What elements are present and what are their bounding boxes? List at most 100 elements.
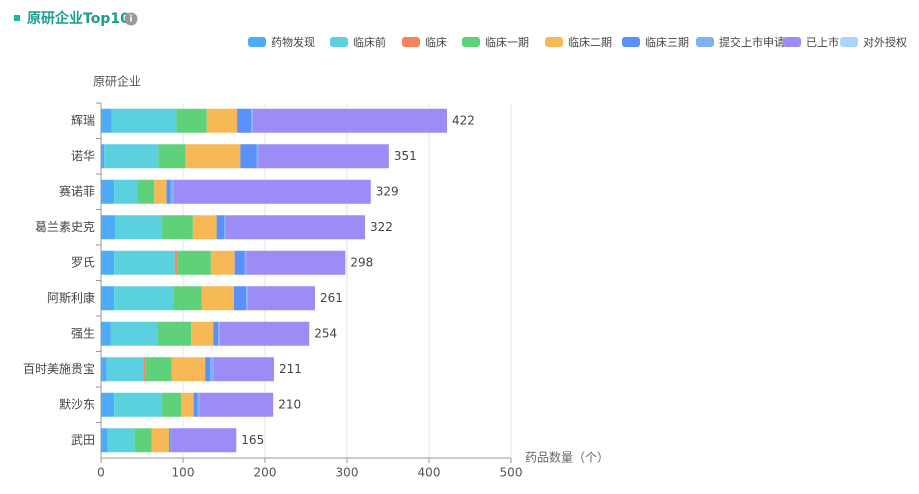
y-tick-label: 罗氏 [71,255,95,269]
bar-segment [110,321,158,346]
y-axis-label: 原研企业 [93,74,141,89]
total-label: 254 [314,326,337,340]
bar-segment [101,357,107,382]
info-icon[interactable] [124,12,138,26]
y-tick-label: 百时美施贵宝 [23,362,95,376]
bar-segment [244,250,247,275]
bar-segment [171,428,237,453]
total-label: 422 [452,113,475,127]
legend-label: 已上市 [806,35,839,49]
bar-segment [137,179,155,204]
bar-segment [247,286,316,311]
legend-label: 临床一期 [485,35,529,49]
bar-segment [246,250,346,275]
legend-swatch [402,37,420,47]
total-label: 211 [279,362,302,376]
bar-segment [114,392,162,417]
bar-segment [177,250,211,275]
bar-segment [114,250,175,275]
bar-segment [161,215,193,240]
bar-segment [145,357,172,382]
total-label: 351 [394,149,417,163]
bar-segment [191,321,214,346]
x-tick-label: 300 [336,466,359,480]
bar-segment [170,179,174,204]
bar-segment [201,286,234,311]
bar-segment [237,108,252,133]
bar-segment [101,144,105,169]
bar-segment [252,108,448,133]
bar-segment [154,179,167,204]
bar-segment [224,215,226,240]
y-tick-label: 默沙东 [59,396,95,411]
bar-segment [210,357,214,382]
total-label: 165 [241,433,264,447]
bar-segment [246,286,248,311]
y-tick-label: 葛兰素史克 [35,220,95,234]
bar-segment [218,321,220,346]
bar-segment [101,392,115,417]
bar-segment [233,286,247,311]
y-tick-label: 赛诺菲 [59,183,95,198]
legend-label: 临床 [425,35,447,49]
total-label: 298 [350,255,373,269]
info-icon-glyph: i [129,15,132,25]
bar-segment [101,108,112,133]
bar-segment [114,179,138,204]
bar-segment [101,321,111,346]
y-tick-label: 武田 [71,433,95,447]
bar-segment [192,215,217,240]
bar-segment [258,144,389,169]
legend-swatch [248,37,266,47]
bar-segment [106,357,144,382]
bar-segment [181,392,194,417]
bar-segment [157,321,192,346]
bar-segment [256,144,259,169]
legend-swatch [545,37,563,47]
bar-segment [193,392,198,417]
bar-segment [169,428,171,453]
y-tick-label: 诺华 [71,149,95,163]
bar-segment [199,392,274,417]
bar-segment [143,357,146,382]
bar-segment [101,428,108,453]
x-tick-label: 200 [254,466,277,480]
bar-segment [101,286,115,311]
x-tick-label: 400 [418,466,441,480]
bar-segment [185,144,241,169]
bar-segment [173,179,371,204]
bar-segment [114,286,174,311]
bar-segment [173,286,202,311]
bar-segment [101,215,115,240]
total-label: 210 [278,397,301,411]
bar-segment [174,250,178,275]
title-marker [14,15,20,21]
bar-segment [225,215,366,240]
total-label: 261 [320,291,343,305]
legend-swatch [330,37,348,47]
bar-segment [205,357,211,382]
legend-swatch [840,37,858,47]
chart-title: 原研企业Top10 [27,10,130,27]
bar-segment [107,428,135,453]
total-label: 322 [370,220,393,234]
bar-segment [219,321,310,346]
legend-label: 对外授权 [863,35,907,49]
bar-segment [101,179,115,204]
legend-label: 药物发现 [271,35,315,49]
bar-segment [114,215,162,240]
y-tick-label: 阿斯利康 [47,290,95,305]
bar-segment [166,179,171,204]
legend-swatch [462,37,480,47]
bar-segment [158,144,186,169]
x-tick-label: 500 [500,466,523,480]
legend-label: 临床三期 [645,35,689,49]
bar-segment [210,250,235,275]
bar-segment [216,215,224,240]
bar-segment [213,321,219,346]
bar-segment [240,144,257,169]
x-axis-label: 药品数量（个） [525,450,609,465]
x-tick-label: 100 [172,466,195,480]
bar-segment [151,428,170,453]
